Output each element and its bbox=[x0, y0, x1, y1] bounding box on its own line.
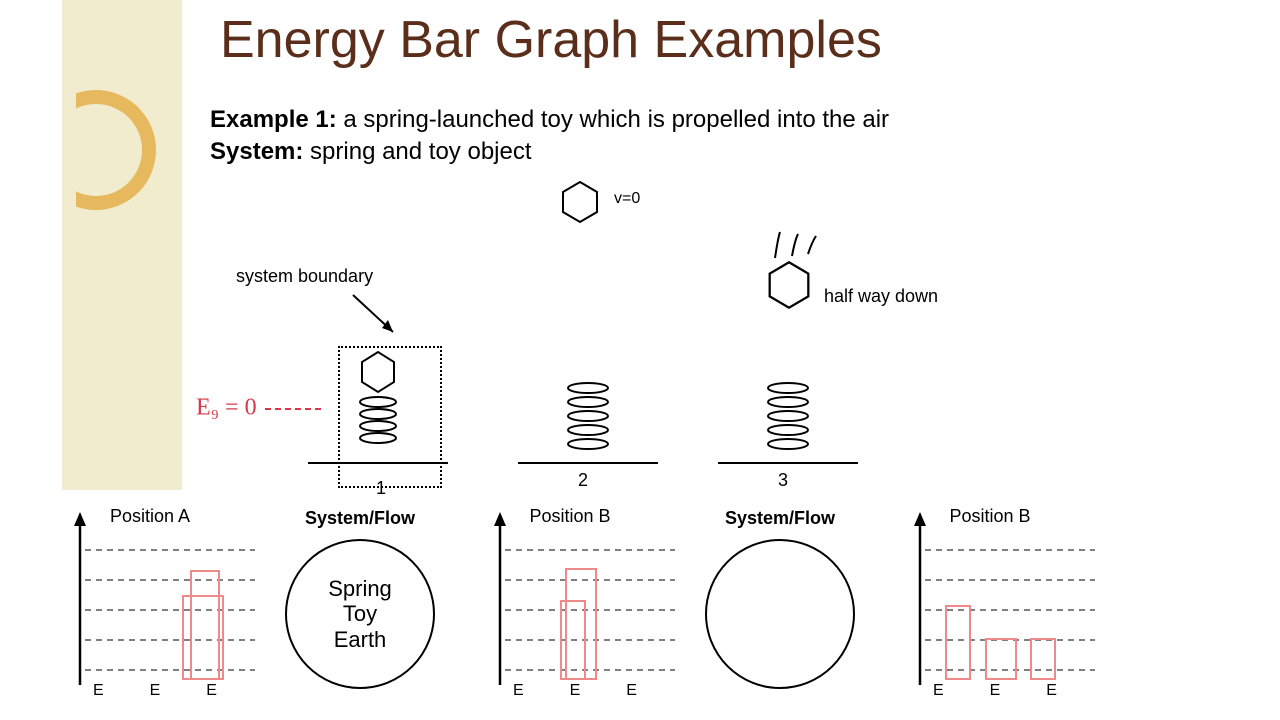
chart-b2-bar3 bbox=[1030, 638, 1056, 680]
xl-b1-0: E bbox=[513, 682, 524, 700]
ground-line-3 bbox=[718, 462, 858, 464]
xl-a-0: E bbox=[93, 682, 104, 700]
flow2-circle bbox=[705, 539, 855, 689]
chart-position-b1: Position B E E E bbox=[470, 500, 670, 700]
chart-b1-bar2 bbox=[560, 600, 586, 680]
system-line: System: spring and toy object bbox=[210, 138, 532, 166]
spring2-svg bbox=[518, 346, 658, 466]
position-1-label: 1 bbox=[376, 478, 386, 499]
spring3-svg bbox=[718, 346, 858, 466]
motion-lines-icon bbox=[770, 230, 825, 260]
flow1-line1: Spring bbox=[287, 576, 433, 601]
system-flow-2: System/Flow bbox=[690, 500, 870, 700]
xl-b2-2: E bbox=[1046, 682, 1057, 700]
hexagon-top-icon bbox=[560, 180, 600, 224]
xl-a-1: E bbox=[150, 682, 161, 700]
chart-position-a: Position A E E E bbox=[50, 500, 250, 700]
chart-a-axes bbox=[60, 510, 260, 690]
chart-a-xlabels: E E E bbox=[70, 682, 240, 700]
xl-b2-0: E bbox=[933, 682, 944, 700]
example-line: Example 1: a spring-launched toy which i… bbox=[210, 106, 889, 134]
eg-zero-text: E₉ = 0 bbox=[196, 395, 257, 421]
eg-zero-handwritten: E₉ = 0 bbox=[196, 394, 333, 424]
flow1-line2: Toy bbox=[287, 601, 433, 626]
flow1-circle: Spring Toy Earth bbox=[285, 539, 435, 689]
chart-row: Position A E E E System/Flow Spring Toy … bbox=[50, 500, 1230, 720]
chart-b2-bar2 bbox=[985, 638, 1017, 680]
xl-b1-1: E bbox=[570, 682, 581, 700]
system-flow-1: System/Flow Spring Toy Earth bbox=[270, 500, 450, 700]
sidebar-strip bbox=[62, 0, 182, 490]
chart-b1-xlabels: E E E bbox=[490, 682, 660, 700]
chart-b2-bar1 bbox=[945, 605, 971, 680]
example-text: a spring-launched toy which is propelled… bbox=[337, 106, 889, 133]
eg-zero-line bbox=[263, 394, 333, 424]
system-boundary-box bbox=[338, 346, 442, 488]
system-text: spring and toy object bbox=[303, 138, 531, 165]
system-boundary-label: system boundary bbox=[236, 266, 373, 287]
halfway-label: half way down bbox=[824, 286, 938, 307]
flow2-title: System/Flow bbox=[690, 500, 870, 529]
system-label: System: bbox=[210, 138, 303, 165]
spring-scene-3 bbox=[718, 346, 858, 486]
hexagon-halfway-icon bbox=[766, 260, 812, 310]
xl-b2-1: E bbox=[990, 682, 1001, 700]
xl-a-2: E bbox=[206, 682, 217, 700]
chart-position-b2: Position B E E E bbox=[890, 500, 1090, 700]
example-label: Example 1: bbox=[210, 106, 337, 133]
ground-line-2 bbox=[518, 462, 658, 464]
xl-b1-2: E bbox=[626, 682, 637, 700]
chart-a-bar2 bbox=[182, 595, 224, 680]
spring-scene-2 bbox=[518, 346, 658, 486]
position-2-label: 2 bbox=[578, 470, 588, 491]
sidebar-ring-icon bbox=[36, 90, 156, 210]
v0-label: v=0 bbox=[614, 190, 640, 208]
chart-b2-xlabels: E E E bbox=[910, 682, 1080, 700]
arrow-icon bbox=[348, 290, 408, 340]
page-title: Energy Bar Graph Examples bbox=[220, 10, 882, 70]
flow1-title: System/Flow bbox=[270, 500, 450, 529]
flow1-line3: Earth bbox=[287, 627, 433, 652]
position-3-label: 3 bbox=[778, 470, 788, 491]
